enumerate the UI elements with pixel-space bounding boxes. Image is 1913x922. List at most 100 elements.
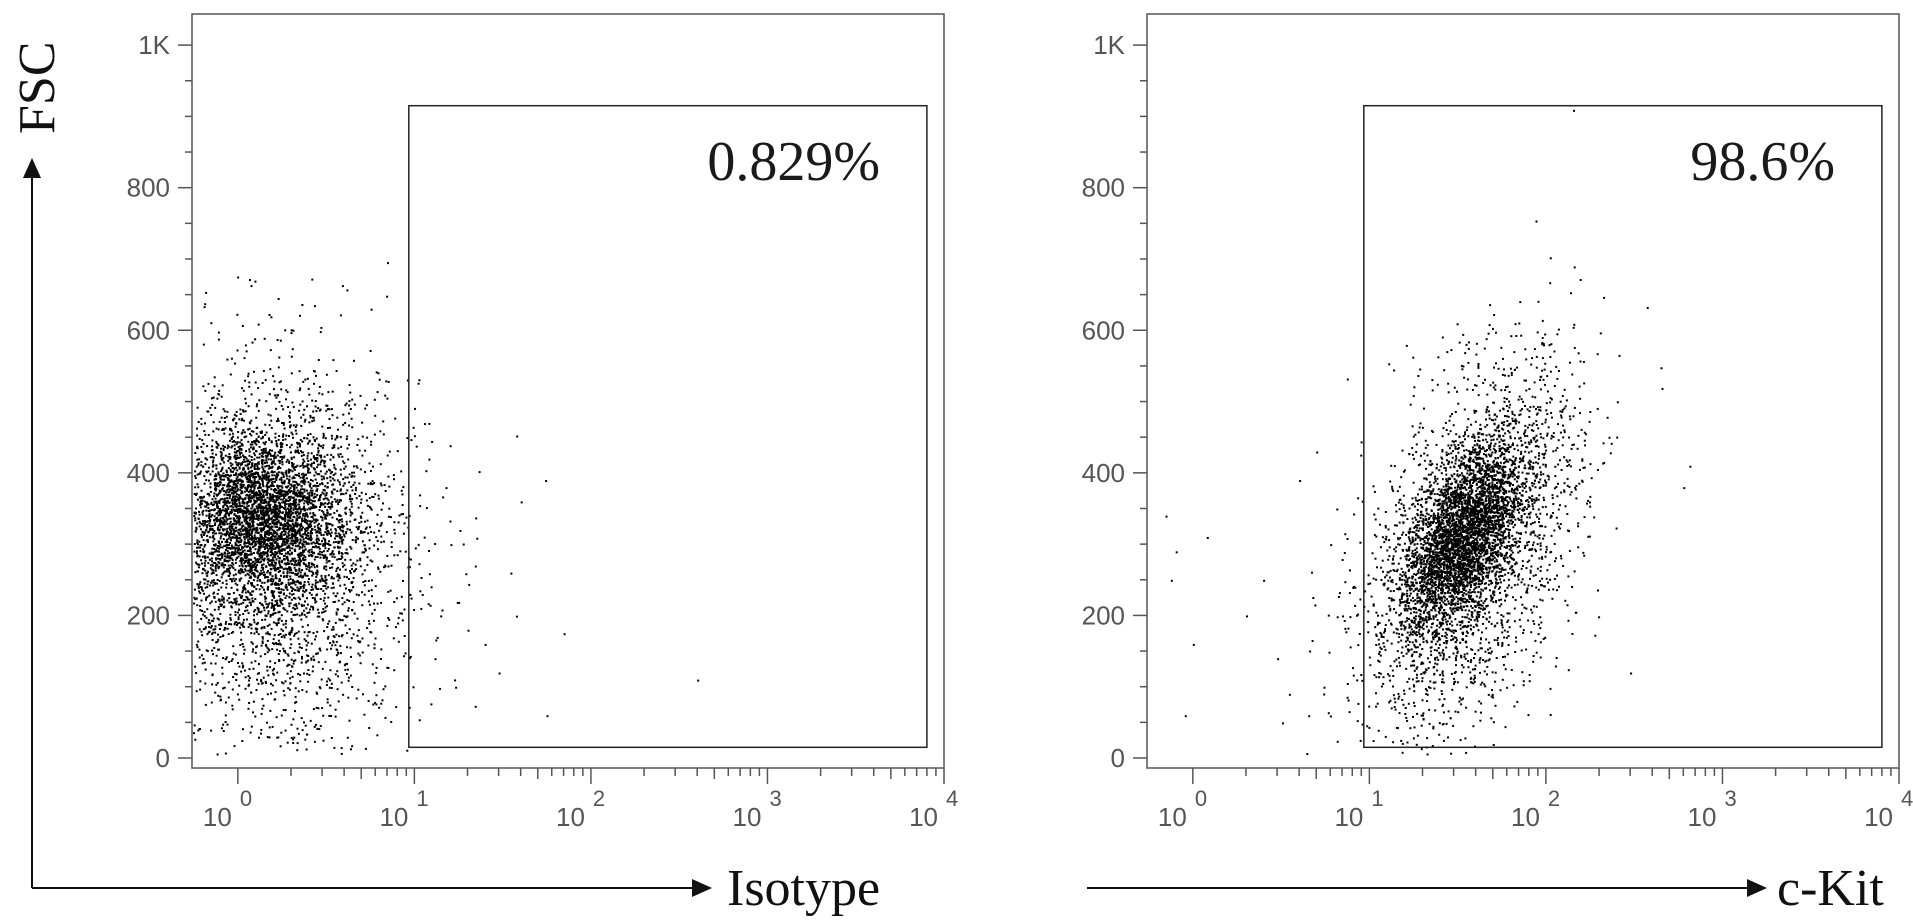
event-dot <box>209 486 212 489</box>
event-dot <box>244 510 247 513</box>
event-dot <box>195 494 198 496</box>
event-dot <box>299 387 302 390</box>
event-dot <box>240 471 243 474</box>
event-dot <box>250 507 253 510</box>
event-dot <box>366 556 369 559</box>
event-dot <box>386 666 389 669</box>
event-dot <box>339 533 342 536</box>
event-dot <box>225 556 228 559</box>
event-dot <box>322 492 325 495</box>
event-dot <box>269 547 271 550</box>
event-dot <box>287 485 290 488</box>
event-dot <box>282 571 285 574</box>
event-dot <box>292 508 295 511</box>
event-dot <box>257 503 260 506</box>
event-dot <box>204 668 207 671</box>
event-dot <box>297 650 300 653</box>
event-dot <box>334 532 337 535</box>
event-dot <box>288 496 291 498</box>
event-dot <box>248 563 251 565</box>
event-dot <box>222 408 225 411</box>
event-dot <box>320 445 323 448</box>
event-dot <box>313 462 316 464</box>
event-dot <box>302 495 305 498</box>
event-dot <box>293 486 296 489</box>
event-dot <box>287 578 290 581</box>
event-dot <box>247 504 250 507</box>
event-dot <box>260 566 263 569</box>
event-dot <box>272 591 275 593</box>
event-dot <box>214 522 217 525</box>
event-dot <box>401 619 404 622</box>
event-dot <box>274 489 276 492</box>
event-dot <box>350 485 353 488</box>
event-dot <box>245 530 248 532</box>
event-dot <box>345 438 348 440</box>
event-dot <box>257 509 259 512</box>
event-dot <box>278 557 281 560</box>
event-dot <box>300 424 303 427</box>
event-dot <box>295 580 298 583</box>
event-dot <box>315 374 317 377</box>
event-dot <box>326 404 329 407</box>
event-dot <box>277 366 280 369</box>
event-dot <box>315 458 318 461</box>
event-dot <box>299 438 302 441</box>
event-dot <box>278 465 280 468</box>
event-dot <box>299 587 302 590</box>
event-dot <box>268 518 270 521</box>
event-dot <box>278 521 281 524</box>
event-dot <box>324 465 327 468</box>
event-dot <box>281 531 283 534</box>
event-dot <box>220 478 223 481</box>
event-dot <box>235 621 238 624</box>
event-dot <box>209 525 212 528</box>
event-dot <box>326 605 328 608</box>
event-dot <box>332 641 335 644</box>
event-dot <box>250 566 253 569</box>
event-dot <box>317 546 320 549</box>
event-dot <box>272 613 274 616</box>
event-dot <box>332 359 335 362</box>
event-dot <box>311 563 314 566</box>
event-dot <box>203 545 206 548</box>
event-dot <box>238 499 241 502</box>
event-dot <box>296 522 299 525</box>
event-dot <box>325 528 328 531</box>
event-dot <box>284 541 287 544</box>
event-dot <box>280 714 283 717</box>
event-dot <box>287 559 290 562</box>
event-dot <box>252 546 254 549</box>
event-dot <box>252 579 255 582</box>
event-dot <box>240 570 243 573</box>
event-dot <box>288 524 291 527</box>
event-dot <box>320 454 323 457</box>
event-dot <box>337 447 340 450</box>
event-dot <box>264 507 267 510</box>
event-dot <box>275 492 278 494</box>
event-dot <box>227 445 230 448</box>
event-dot <box>222 687 225 690</box>
event-dot <box>279 339 282 342</box>
event-dot <box>278 462 281 465</box>
event-dot <box>333 488 336 491</box>
event-dot <box>359 531 362 534</box>
event-dot <box>332 456 335 459</box>
event-dot <box>246 555 248 558</box>
event-dot <box>252 561 255 564</box>
event-dot <box>276 518 279 521</box>
event-dot <box>243 549 246 552</box>
event-dot <box>288 534 291 537</box>
event-dot <box>301 553 304 556</box>
event-dot <box>233 601 236 604</box>
event-dot <box>274 394 276 397</box>
event-dot <box>279 488 282 491</box>
event-dot <box>230 505 233 508</box>
event-dot <box>347 679 350 682</box>
event-dot <box>272 609 275 612</box>
event-dot <box>252 527 255 530</box>
event-dot <box>212 396 215 399</box>
event-dot <box>301 464 304 467</box>
event-dot <box>291 503 294 505</box>
event-dot <box>337 526 340 529</box>
